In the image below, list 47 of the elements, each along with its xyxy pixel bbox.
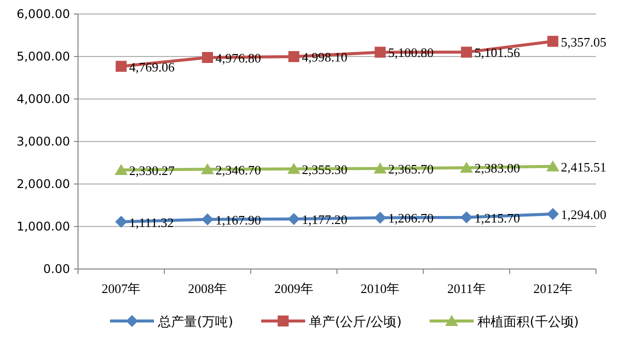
data-label: 5,357.05 [560,34,606,50]
point [374,212,386,224]
point [114,164,128,175]
data-label: 1,294.00 [560,207,606,222]
point [201,163,214,174]
legend-label: 种植面积(千公顷) [478,315,579,330]
data-label: 1,167.90 [216,212,261,228]
data-label: 2,330.27 [129,162,176,178]
y-tick-label: 2,000.00 [16,177,70,191]
x-tick-label: 2009年 [274,281,314,296]
legend-label: 总产量(万吨) [157,315,234,330]
data-label: 2,415.51 [560,159,606,174]
y-tick-label: 3,000.00 [16,134,70,148]
y-tick-label: 0.00 [43,262,70,276]
point [546,208,559,220]
point [288,212,300,225]
point [288,51,300,62]
point [460,211,472,224]
data-label: 1,177.20 [302,212,348,227]
y-tick-label: 5,000.00 [16,50,70,64]
point [461,46,472,58]
y-tick-label: 1,000.00 [16,220,70,234]
data-label: 2,365.70 [388,161,434,176]
point [460,162,473,173]
point [202,213,214,226]
data-label: 2,355.30 [302,162,348,177]
x-tick-label: 2007年 [102,281,141,296]
data-label: 5,101.56 [474,45,520,60]
y-tick-label: 6,000.00 [16,7,70,21]
point [115,216,128,228]
point [287,162,300,174]
data-label: 5,100.80 [388,45,434,60]
point [547,36,558,47]
y-tick-label: 4,000.00 [16,92,70,106]
point [374,46,386,58]
point [374,162,387,174]
data-label: 2,346.70 [216,162,261,178]
x-tick-label: 2012年 [533,281,572,296]
point [202,52,213,63]
x-tick-label: 2010年 [360,281,400,296]
x-tick-label: 2008年 [188,281,227,296]
point [116,60,127,72]
legend-label: 单产(公斤/公顷) [309,315,402,330]
data-label: 4,769.06 [129,59,176,74]
x-tick-label: 2011年 [447,281,486,296]
point [546,160,560,172]
data-label: 4,976.80 [216,50,261,66]
